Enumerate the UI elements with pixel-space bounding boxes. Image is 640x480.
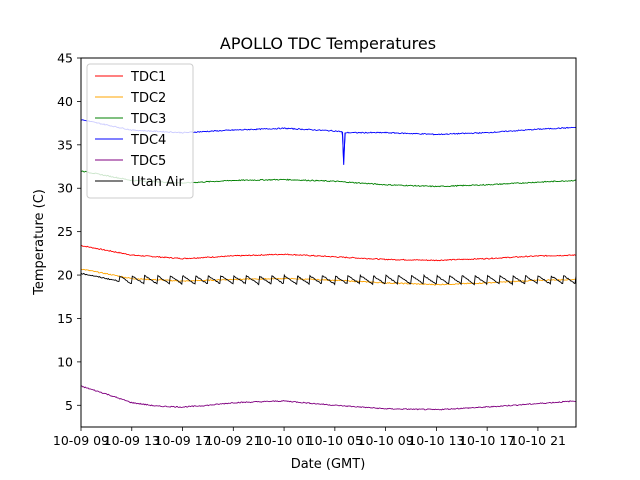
legend-label: Utah Air: [131, 175, 184, 190]
legend-label: TDC2: [130, 91, 166, 106]
x-tick-label: 10-09 17: [154, 433, 210, 448]
y-tick-label: 40: [57, 94, 73, 109]
series-line-utah-air: [80, 272, 577, 286]
x-tick-label: 10-10 01: [256, 433, 312, 448]
x-tick-label: 10-09 09: [53, 433, 109, 448]
legend: TDC1 TDC2 TDC3 TDC4 TDC5 Utah Air: [86, 63, 194, 199]
series-line-tdc5: [80, 385, 576, 411]
chart-title: APOLLO TDC Temperatures: [220, 34, 436, 53]
y-tick-label: 25: [57, 224, 73, 239]
y-tick-label: 30: [57, 181, 73, 196]
y-tick-label: 20: [57, 268, 73, 283]
x-tick-label: 10-10 09: [358, 433, 414, 448]
x-tick-label: 10-10 17: [459, 433, 515, 448]
x-axis-label: Date (GMT): [291, 457, 366, 472]
y-tick-label: 35: [57, 137, 73, 152]
y-axis: 5 10 15 20 25 30 35 40 45: [57, 51, 81, 413]
legend-label: TDC3: [130, 112, 166, 127]
y-tick-label: 15: [57, 311, 73, 326]
x-tick-label: 10-09 13: [104, 433, 160, 448]
legend-label: TDC5: [130, 154, 166, 169]
series-spike-tdc4: [342, 131, 346, 165]
x-tick-label: 10-10 21: [510, 433, 566, 448]
x-tick-label: 10-10 13: [408, 433, 464, 448]
series-line-tdc1: [80, 245, 577, 262]
y-tick-label: 5: [65, 398, 73, 413]
legend-label: TDC4: [130, 133, 166, 148]
y-tick-label: 10: [57, 354, 73, 369]
legend-label: TDC1: [130, 70, 166, 85]
plot-frame: [80, 57, 577, 428]
x-tick-label: 10-10 05: [307, 433, 363, 448]
x-tick-label: 10-09 21: [205, 433, 261, 448]
y-tick-label: 45: [57, 51, 73, 66]
y-axis-label: Temperature (C): [32, 189, 47, 296]
